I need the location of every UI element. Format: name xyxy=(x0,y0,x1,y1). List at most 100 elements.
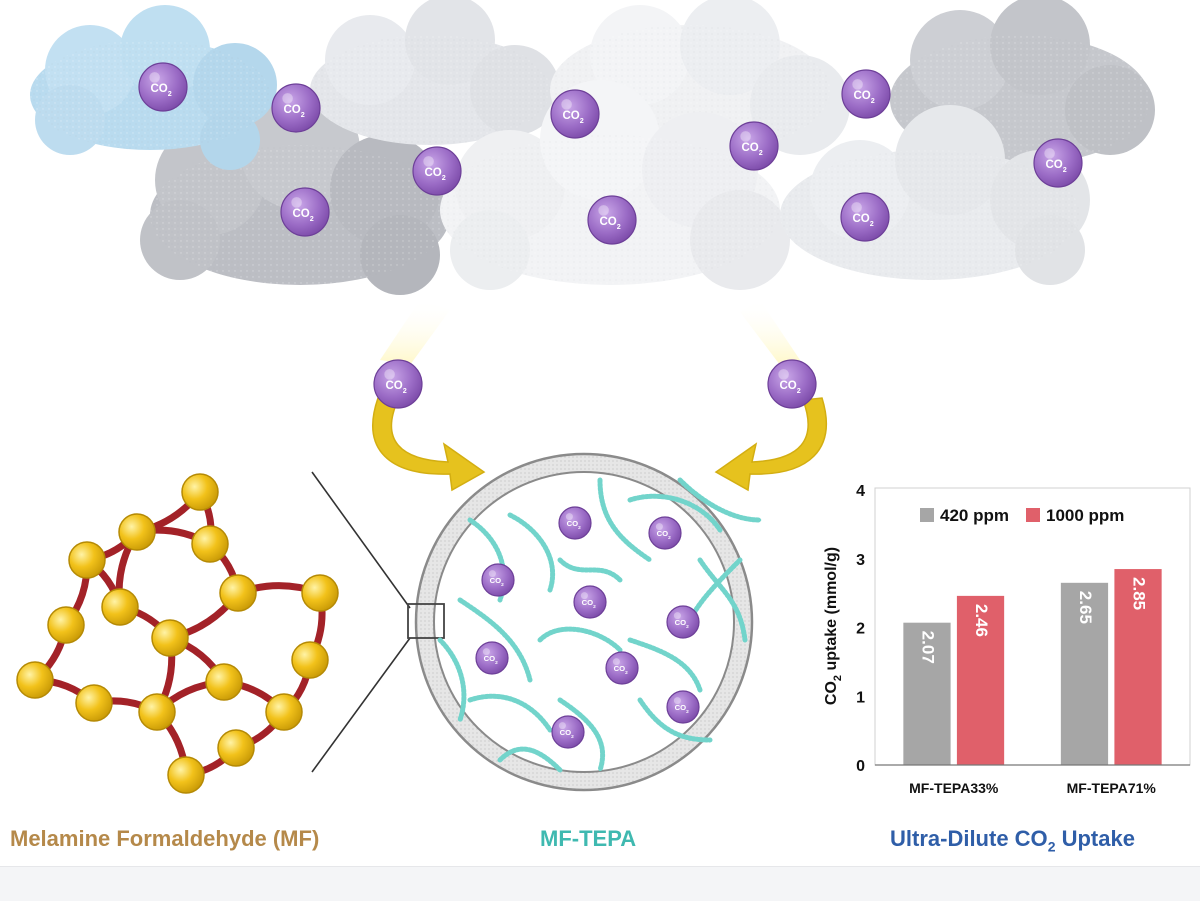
polymer-chain-core xyxy=(598,478,652,562)
co2-molecule-icon: CO2 xyxy=(271,83,321,133)
co2-molecule-icon: CO2 xyxy=(475,641,509,675)
y-tick-label: 2 xyxy=(856,621,865,638)
zoom-box xyxy=(407,603,445,639)
bar xyxy=(956,595,1005,765)
polymer-chain-core xyxy=(628,495,722,532)
capture-arrows xyxy=(372,300,827,492)
co2-molecule-label: CO2 xyxy=(490,576,505,588)
polymer-chain-core xyxy=(698,558,747,642)
network-bead xyxy=(265,693,303,731)
co2-molecule-label: CO2 xyxy=(657,529,672,541)
bars xyxy=(903,569,1162,765)
co2-molecule-icon: CO2 xyxy=(550,89,600,139)
uptake-caption-suffix: Uptake xyxy=(1055,826,1135,851)
co2-molecule-icon: CO2 xyxy=(280,187,330,237)
arrow-right xyxy=(714,397,827,492)
x-axis-categories: MF-TEPA33% MF-TEPA71% xyxy=(875,764,1190,796)
bar xyxy=(1114,569,1162,765)
network-bead xyxy=(217,729,255,767)
bar-value-labels: 2.07 2.46 2.65 2.85 xyxy=(918,577,1148,664)
network-beads xyxy=(16,473,339,794)
chart-legend: 420 ppm 1000 ppm xyxy=(920,506,1124,525)
co2-molecule-icon: CO2 xyxy=(840,192,890,242)
polymer-chain-core xyxy=(458,598,532,682)
co2-molecule-icon: CO2 xyxy=(138,62,188,112)
co2-molecule-label: CO2 xyxy=(424,167,445,182)
co2-molecule-label: CO2 xyxy=(385,380,406,395)
legend-swatch xyxy=(1026,508,1040,522)
co2-molecule-label: CO2 xyxy=(599,216,620,231)
co2-molecule-label: CO2 xyxy=(292,208,313,223)
co2-molecule-icon: CO2 xyxy=(767,359,817,409)
y-tick-label: 0 xyxy=(856,758,865,775)
co2-molecule-label: CO2 xyxy=(562,110,583,125)
co2-molecule-label: CO2 xyxy=(853,90,874,105)
legend-label: 1000 ppm xyxy=(1046,506,1124,525)
co2-molecule-icon: CO2 xyxy=(729,121,779,171)
cloud-light-center-left xyxy=(310,0,560,145)
network-bead xyxy=(291,641,329,679)
co2-molecule-icon: CO2 xyxy=(666,690,700,724)
co2-molecule-label: CO2 xyxy=(582,598,597,610)
co2-molecule-icon: CO2 xyxy=(666,605,700,639)
zoom-guides xyxy=(311,471,411,773)
y-axis-ticks: 0 1 2 3 4 xyxy=(856,483,865,775)
legend-swatch xyxy=(920,508,934,522)
legend-label: 420 ppm xyxy=(940,506,1009,525)
co2-molecule-label: CO2 xyxy=(779,380,800,395)
mf-caption: Melamine Formaldehyde (MF) xyxy=(10,826,320,851)
bar-value-label: 2.46 xyxy=(972,604,991,637)
x-category-label: MF-TEPA71% xyxy=(1067,780,1157,796)
co2-molecules: CO2 CO2 CO2 CO2 CO2 CO2 CO2 CO2 CO2 CO2 CO2 CO2 CO2 C… xyxy=(138,62,1083,749)
co2-molecule-icon: CO2 xyxy=(481,563,515,597)
arrow-left xyxy=(372,397,486,492)
tepa-polymer-chains xyxy=(437,477,763,773)
network-bead xyxy=(101,588,139,626)
co2-molecule-label: CO2 xyxy=(150,83,171,98)
polymer-chain-core xyxy=(628,638,702,692)
co2-molecule-icon: CO2 xyxy=(373,359,423,409)
polymer-chain-core xyxy=(678,478,762,522)
co2-molecule-icon: CO2 xyxy=(573,585,607,619)
co2-molecule-label: CO2 xyxy=(675,618,690,630)
network-bead xyxy=(191,525,229,563)
co2-molecule-icon: CO2 xyxy=(587,195,637,245)
network-bead xyxy=(138,693,176,731)
co2-molecule-icon: CO2 xyxy=(605,651,639,685)
co2-molecule-label: CO2 xyxy=(614,664,629,676)
polymer-chain-core xyxy=(558,558,622,582)
bar xyxy=(903,622,951,765)
network-bead xyxy=(205,663,243,701)
co2-molecule-label: CO2 xyxy=(567,519,582,531)
y-tick-label: 4 xyxy=(856,483,865,500)
bar-value-label: 2.65 xyxy=(1076,591,1095,624)
co2-molecule-label: CO2 xyxy=(741,142,762,157)
mf-tepa-particle xyxy=(407,452,763,792)
network-bead xyxy=(301,574,339,612)
polymer-chain-core xyxy=(508,513,554,592)
polymer-chain-core xyxy=(538,627,622,652)
network-bead xyxy=(167,756,205,794)
co2-molecule-label: CO2 xyxy=(484,654,499,666)
co2-molecule-icon: CO2 xyxy=(1033,138,1083,188)
co2-molecule-label: CO2 xyxy=(675,703,690,715)
co2-molecule-icon: CO2 xyxy=(648,516,682,550)
polymer-chain-core xyxy=(498,748,562,772)
melamine-formaldehyde-network xyxy=(16,473,339,794)
y-tick-label: 3 xyxy=(856,552,865,569)
bar-value-label: 2.85 xyxy=(1130,577,1149,610)
co2-molecule-icon: CO2 xyxy=(841,69,891,119)
co2-molecule-icon: CO2 xyxy=(558,506,592,540)
polymer-chain-core xyxy=(638,698,712,742)
x-category-label: MF-TEPA33% xyxy=(909,780,999,796)
network-bead xyxy=(219,574,257,612)
smoke-clouds xyxy=(30,0,1155,295)
network-bead xyxy=(47,606,85,644)
uptake-caption-prefix: Ultra-Dilute CO xyxy=(890,826,1048,851)
uptake-caption-subscript: 2 xyxy=(1047,838,1056,855)
y-tick-label: 1 xyxy=(856,689,865,706)
network-bead xyxy=(75,684,113,722)
